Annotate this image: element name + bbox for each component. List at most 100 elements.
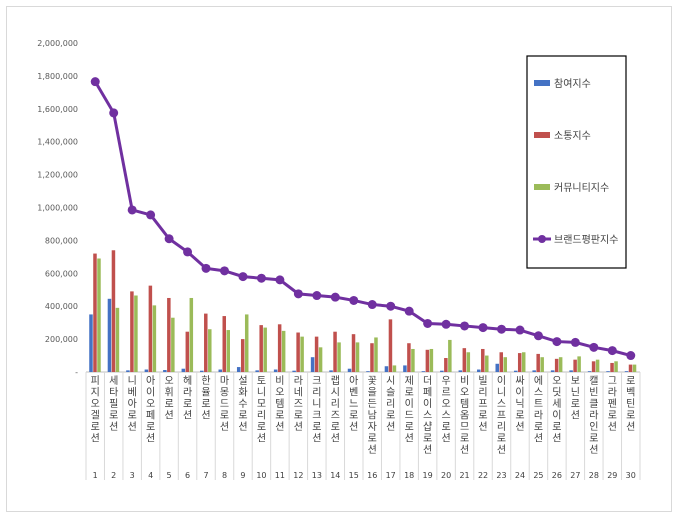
y-tick-label: 1,600,000 (37, 105, 78, 114)
legend-label: 참여지수 (554, 78, 591, 90)
point-브랜드평판지수-10 (256, 273, 266, 283)
bar-커뮤니티지수-28 (595, 359, 600, 372)
point-브랜드평판지수-28 (589, 342, 599, 352)
bar-커뮤니티지수-11 (281, 330, 286, 372)
y-tick-label: 1,000,000 (37, 204, 78, 213)
bar-참여지수-1 (89, 314, 93, 372)
bar-커뮤니티지수-17 (392, 365, 397, 372)
bar-소통지수-27 (573, 359, 577, 372)
y-tick-label: 1,400,000 (37, 138, 78, 147)
bar-커뮤니티지수-16 (374, 337, 378, 372)
bar-참여지수-23 (495, 363, 499, 372)
bar-커뮤니티지수-27 (577, 356, 581, 372)
bar-커뮤니티지수-13 (318, 347, 323, 372)
bar-커뮤니티지수-26 (558, 357, 563, 372)
bar-소통지수-1 (93, 253, 97, 372)
legend-label: 커뮤니티지수 (554, 182, 609, 194)
bar-참여지수-11 (273, 369, 278, 372)
bar-소통지수-2 (111, 250, 116, 372)
rank-label: 21 (459, 471, 469, 480)
rank-label: 25 (533, 471, 543, 480)
bar-소통지수-14 (333, 331, 337, 372)
y-tick-label: 2,000,000 (37, 39, 78, 48)
point-브랜드평판지수-24 (515, 325, 525, 335)
rank-label: 3 (130, 471, 135, 480)
bar-참여지수-27 (569, 370, 573, 372)
bar-참여지수-21 (458, 370, 463, 372)
rank-label: 24 (515, 471, 525, 480)
bar-소통지수-9 (240, 339, 245, 372)
rank-label: 6 (185, 471, 190, 480)
bar-참여지수-8 (218, 369, 222, 372)
bar-소통지수-6 (185, 331, 190, 372)
legend-swatch (534, 80, 550, 86)
legend-swatch (534, 184, 550, 190)
point-브랜드평판지수-13 (312, 291, 322, 301)
bar-커뮤니티지수-21 (466, 352, 471, 372)
rank-label: 19 (423, 471, 433, 480)
point-브랜드평판지수-25 (533, 331, 543, 341)
bar-커뮤니티지수-3 (134, 295, 138, 372)
point-브랜드평판지수-27 (570, 337, 580, 347)
point-브랜드평판지수-3 (127, 205, 137, 215)
rank-label: 9 (240, 471, 245, 480)
bar-소통지수-18 (407, 343, 411, 372)
bar-커뮤니티지수-24 (521, 352, 526, 372)
bar-커뮤니티지수-10 (263, 327, 267, 372)
bar-커뮤니티지수-23 (503, 357, 507, 372)
point-브랜드평판지수-11 (275, 275, 285, 285)
bar-커뮤니티지수-30 (632, 364, 637, 372)
bar-커뮤니티지수-9 (244, 314, 249, 372)
bar-소통지수-25 (536, 353, 540, 372)
point-브랜드평판지수-8 (220, 266, 229, 276)
bar-소통지수-3 (130, 291, 134, 372)
point-브랜드평판지수-21 (460, 321, 470, 331)
bar-참여지수-18 (403, 365, 407, 372)
rank-label: 29 (607, 471, 617, 480)
point-브랜드평판지수-2 (109, 108, 119, 118)
bar-소통지수-12 (296, 332, 300, 372)
point-브랜드평판지수-30 (626, 351, 636, 361)
bar-소통지수-29 (610, 362, 614, 372)
rank-label: 5 (167, 471, 172, 480)
point-브랜드평판지수-19 (423, 318, 433, 328)
point-브랜드평판지수-17 (386, 301, 396, 311)
bar-참여지수-3 (126, 370, 130, 372)
bar-커뮤니티지수-6 (189, 297, 194, 372)
y-tick-label: 1,200,000 (37, 171, 78, 180)
rank-label: 14 (330, 471, 340, 480)
bar-커뮤니티지수-22 (485, 355, 489, 372)
bar-커뮤니티지수-14 (337, 342, 341, 372)
y-tick-label: 800,000 (45, 236, 78, 245)
rank-label: 4 (148, 471, 153, 480)
legend-label: 소통지수 (554, 130, 591, 142)
rank-label: 18 (404, 471, 414, 480)
bar-소통지수-21 (462, 348, 467, 372)
point-브랜드평판지수-4 (146, 210, 156, 220)
point-브랜드평판지수-14 (330, 292, 340, 302)
bar-참여지수-24 (513, 370, 518, 372)
bar-커뮤니티지수-29 (614, 361, 618, 372)
point-브랜드평판지수-12 (293, 289, 303, 299)
bar-커뮤니티지수-2 (115, 307, 120, 372)
rank-label: 8 (222, 471, 227, 480)
bar-참여지수-12 (292, 370, 296, 372)
rank-label: 17 (386, 471, 396, 480)
bar-소통지수-13 (314, 336, 319, 372)
bar-소통지수-11 (277, 324, 282, 372)
point-브랜드평판지수-18 (404, 306, 414, 316)
bar-커뮤니티지수-4 (152, 305, 157, 372)
